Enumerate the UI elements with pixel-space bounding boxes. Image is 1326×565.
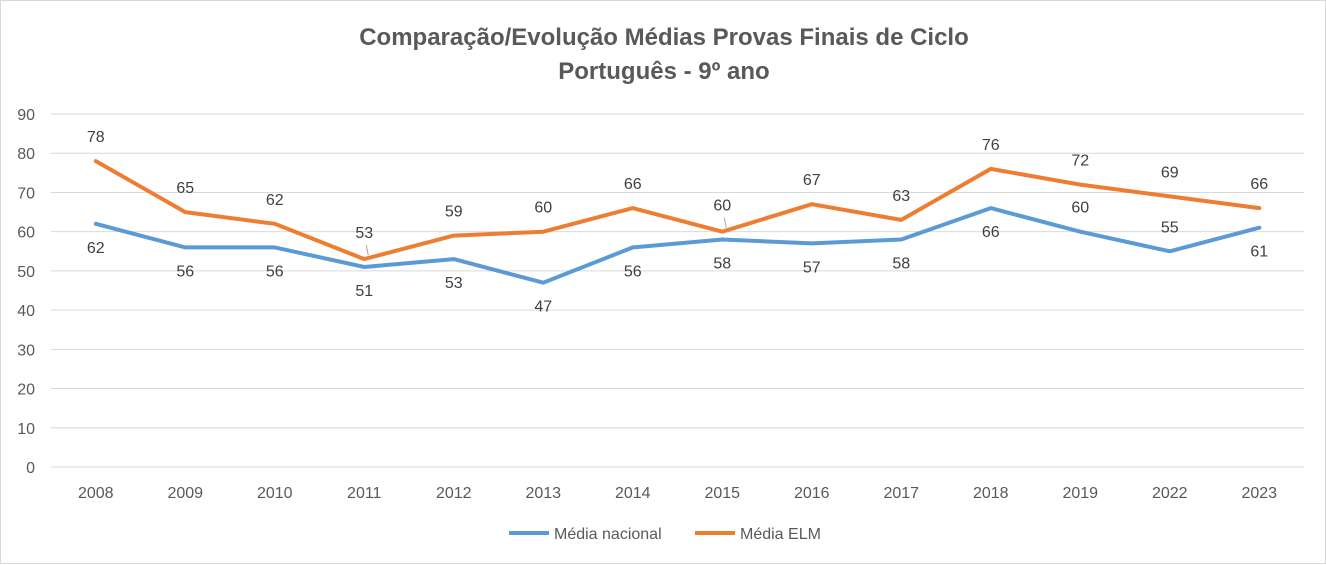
x-tick-label: 2012 xyxy=(436,485,472,502)
data-label: 66 xyxy=(1250,176,1268,193)
data-label: 56 xyxy=(266,263,284,280)
series-lines xyxy=(93,159,1262,285)
data-label: 55 xyxy=(1161,219,1179,236)
y-tick-label: 70 xyxy=(17,185,35,202)
data-label: 63 xyxy=(892,188,910,205)
data-labels: 62 56 56 51 53 47 56 58 57 58 66 60 55 61 78 65 62 53 59 60… xyxy=(87,129,1268,316)
data-label: 65 xyxy=(176,180,194,197)
data-label: 78 xyxy=(87,129,105,146)
y-axis-ticks: 0 10 20 30 40 50 60 70 80 90 xyxy=(17,107,35,477)
x-axis-ticks: 2008 2009 2010 2011 2012 2013 2014 2015 2016 2017… xyxy=(78,485,1277,502)
data-label-leader xyxy=(365,245,369,256)
data-label: 51 xyxy=(355,283,373,300)
y-tick-label: 80 xyxy=(17,146,35,163)
data-label: 62 xyxy=(266,192,284,209)
x-tick-label: 2013 xyxy=(525,485,561,502)
chart-title: Comparação/Evolução Médias Provas Finais… xyxy=(359,24,969,51)
x-tick-label: 2016 xyxy=(794,485,830,502)
series-line-media-nacional xyxy=(93,206,1262,285)
legend-label: Média ELM xyxy=(740,526,821,543)
x-tick-label: 2017 xyxy=(883,485,919,502)
legend-label: Média nacional xyxy=(554,526,662,543)
x-tick-label: 2010 xyxy=(257,485,293,502)
x-tick-label: 2018 xyxy=(973,485,1009,502)
y-tick-label: 20 xyxy=(17,382,35,399)
data-label: 66 xyxy=(982,224,1000,241)
x-tick-label: 2014 xyxy=(615,485,651,502)
data-label: 67 xyxy=(803,172,821,189)
data-label: 60 xyxy=(534,200,552,217)
data-label: 58 xyxy=(713,256,731,273)
data-label: 76 xyxy=(982,137,1000,154)
x-tick-label: 2008 xyxy=(78,485,114,502)
x-tick-label: 2022 xyxy=(1152,485,1188,502)
x-tick-label: 2019 xyxy=(1062,485,1098,502)
gridlines xyxy=(51,113,1304,468)
data-label: 59 xyxy=(445,204,463,221)
data-label: 47 xyxy=(534,299,552,316)
data-label: 66 xyxy=(624,176,642,193)
y-tick-label: 50 xyxy=(17,264,35,281)
data-label: 60 xyxy=(713,198,731,215)
y-tick-label: 60 xyxy=(17,225,35,242)
data-label: 62 xyxy=(87,240,105,257)
legend: Média nacional Média ELM xyxy=(509,526,821,543)
data-label: 58 xyxy=(892,256,910,273)
chart-subtitle: Português - 9º ano xyxy=(558,58,769,85)
y-tick-label: 0 xyxy=(26,460,35,477)
data-label-leader xyxy=(723,217,727,228)
data-label: 72 xyxy=(1071,153,1089,170)
x-tick-label: 2023 xyxy=(1241,485,1277,502)
y-tick-label: 40 xyxy=(17,303,35,320)
x-tick-label: 2011 xyxy=(347,485,382,502)
data-label: 61 xyxy=(1250,244,1268,261)
data-label: 56 xyxy=(176,263,194,280)
data-label: 57 xyxy=(803,259,821,276)
data-label: 53 xyxy=(445,275,463,292)
x-tick-label: 2009 xyxy=(167,485,203,502)
x-tick-label: 2015 xyxy=(704,485,740,502)
y-tick-label: 90 xyxy=(17,107,35,124)
data-label: 69 xyxy=(1161,164,1179,181)
series-line-media-elm xyxy=(93,159,1262,262)
data-label: 53 xyxy=(355,225,373,242)
y-tick-label: 10 xyxy=(17,421,35,438)
data-label: 56 xyxy=(624,263,642,280)
data-label: 60 xyxy=(1071,200,1089,217)
y-tick-label: 30 xyxy=(17,342,35,359)
